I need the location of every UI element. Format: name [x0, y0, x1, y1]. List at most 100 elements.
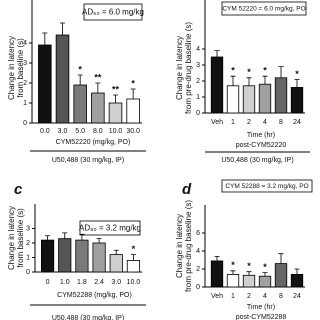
error-bar	[130, 88, 136, 99]
x-axis-label: post-CYM52220	[236, 142, 287, 149]
x-tick-label: 4	[263, 119, 267, 126]
bar	[126, 98, 140, 124]
error-bar	[262, 272, 268, 277]
x-tick-label: 0	[46, 279, 50, 286]
y-tick-label: 1	[26, 254, 30, 261]
y-tick-label: 2	[23, 80, 27, 87]
error-bar	[62, 232, 68, 239]
y-tick-label: 4	[196, 46, 200, 53]
bar	[258, 83, 272, 114]
y-tick-label: 4	[196, 248, 200, 255]
significance-label: *	[295, 69, 299, 79]
bar	[92, 242, 106, 273]
panel-label: d	[182, 181, 192, 198]
x-tick-label: 2	[247, 293, 251, 300]
significance-label: *	[78, 64, 82, 74]
y-axis-label: Change in latencyfrom pre-drug baseline …	[175, 200, 193, 292]
annotation: AD₅₀ = 6.0 mg/kg	[82, 8, 144, 17]
bar	[73, 84, 87, 124]
x-tick-label: 1	[231, 293, 235, 300]
significance-label: *	[247, 67, 251, 77]
y-tick-label: 0	[26, 269, 30, 276]
y-axis-label: Change in latencyfrom baseline (s)	[7, 206, 25, 270]
error-bar	[294, 268, 300, 275]
error-bar	[294, 79, 300, 88]
bar	[210, 56, 224, 114]
x-tick-label: 0.0	[40, 128, 50, 135]
panel-label: c	[14, 181, 23, 198]
bar	[91, 92, 105, 124]
x-tick-label: 2.4	[94, 279, 104, 286]
y-tick-label: 3	[196, 62, 200, 69]
bar	[290, 273, 304, 288]
treatment-label: U50,488 (30 mg/kg, IP)	[52, 157, 124, 164]
bar	[226, 85, 240, 114]
significance-label: **	[112, 84, 120, 94]
y-tick-label: 2	[196, 78, 200, 85]
x-tick-label: 8	[279, 119, 283, 126]
y-axis-label: Change in latencyfrom baseline (s)	[7, 36, 25, 100]
x-tick-label: 10.0	[127, 279, 141, 286]
annotation: CYM 52220 = 6.0 mg/kg, PO	[222, 6, 305, 13]
x-tick-label: 3.0	[111, 279, 121, 286]
y-axis-label-line: from pre-drug baseline (s)	[184, 200, 193, 292]
error-bar	[77, 74, 83, 85]
significance-label: *	[231, 66, 235, 76]
error-bar	[246, 271, 252, 276]
bar	[274, 77, 288, 114]
y-tick-label: 0	[196, 110, 200, 117]
y-tick-label: 1	[23, 100, 27, 107]
error-bar	[278, 253, 284, 264]
y-axis-label-line: Change in latency	[7, 36, 16, 100]
error-bar	[230, 75, 236, 86]
significance-label: *	[263, 66, 267, 76]
x-tick-label: 30.0	[126, 128, 140, 135]
annotation-box	[221, 179, 313, 193]
annotation-box	[83, 3, 143, 21]
annotation: AD₈₀ = 3.2 mg/kg	[79, 224, 141, 233]
significance-label: *	[263, 262, 267, 272]
y-axis-label-line: Change in latency	[175, 36, 184, 100]
significance-label: *	[131, 78, 135, 88]
bar	[258, 275, 272, 288]
error-bar	[214, 50, 220, 57]
y-tick-label: 0	[196, 284, 200, 291]
error-bar	[45, 235, 51, 241]
y-tick-label: 4	[23, 40, 27, 47]
y-tick-label: 2	[196, 266, 200, 273]
x-tick-label: Veh	[211, 119, 223, 126]
x-axis-label: Time (hr)	[247, 132, 275, 139]
x-tick-label: 1.0	[60, 279, 70, 286]
error-bar	[96, 238, 102, 243]
significance-label: *	[247, 261, 251, 271]
error-bar	[214, 255, 220, 261]
bar	[210, 260, 224, 288]
bar	[38, 44, 52, 124]
y-axis-label: Change in latencyfrom pre-drug baseline …	[175, 22, 193, 114]
x-tick-label: 5.0	[75, 128, 85, 135]
bar	[75, 239, 89, 273]
bar	[55, 34, 70, 124]
bar	[274, 263, 288, 288]
y-axis-label-line: from baseline (s)	[16, 38, 25, 98]
x-tick-label: Veh	[211, 293, 223, 300]
treatment-label: U50,488 (30 mg/kg, IP)	[52, 315, 124, 320]
treatment-label: U50,488 (30 mg/kg, IP)	[221, 157, 293, 164]
y-tick-label: 6	[196, 230, 200, 237]
bar	[242, 85, 256, 114]
x-axis-label: CYM52288 (mg/kg, PO)	[57, 292, 132, 299]
significance-label: **	[94, 72, 102, 82]
error-bar	[246, 77, 252, 86]
x-tick-label: 1.8	[77, 279, 87, 286]
x-tick-label: 3.0	[58, 128, 68, 135]
annotation: CYM 52288 = 3.2 mg/kg, PO	[225, 183, 308, 190]
bar	[226, 273, 240, 288]
y-tick-label: 1	[196, 94, 200, 101]
x-tick-label: 1	[231, 119, 235, 126]
bar	[108, 102, 123, 124]
bar	[58, 238, 72, 273]
x-tick-label: 4	[263, 293, 267, 300]
y-axis-label-line: from pre-drug baseline (s)	[184, 22, 193, 114]
y-tick-label: 3	[26, 225, 30, 232]
